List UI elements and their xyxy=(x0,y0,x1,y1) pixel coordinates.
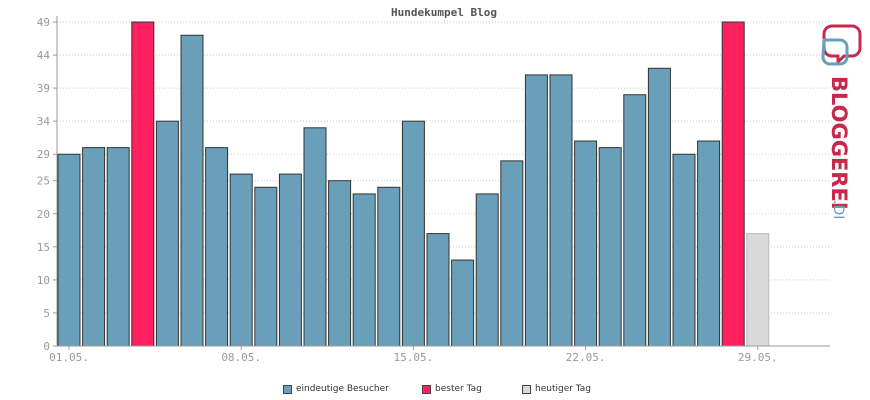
x-tick-label: 15.05. xyxy=(394,351,434,364)
bar-day-20 xyxy=(524,74,548,347)
chart-title: Hundekumpel Blog xyxy=(391,6,497,19)
x-tick-label: 29.05. xyxy=(738,351,778,364)
y-tick-label: 49 xyxy=(37,16,50,29)
y-tick-label: 5 xyxy=(43,307,50,320)
y-tick-label: 34 xyxy=(37,115,51,128)
bar-day-25 xyxy=(647,67,671,347)
bar-day-13 xyxy=(352,193,376,347)
bar-day-21 xyxy=(549,74,573,347)
logo-text-suffix: .DE xyxy=(830,200,846,218)
bar-day-23 xyxy=(598,147,622,347)
legend-label-today: heutiger Tag xyxy=(535,384,592,394)
x-tick-labels: 01.05. 08.05. 15.05. 22.05. 29.05. xyxy=(49,346,778,364)
y-tick-label: 10 xyxy=(37,274,50,287)
bar-day-2 xyxy=(82,147,106,347)
bar-day-12 xyxy=(328,180,352,347)
bar-day-19 xyxy=(500,160,524,347)
bars xyxy=(57,21,770,347)
bar-day-24 xyxy=(623,94,647,347)
legend-label-best-day: bester Tag xyxy=(435,384,482,394)
bar-day-18 xyxy=(475,193,499,347)
bar-day-6 xyxy=(180,34,204,347)
bar-day-8 xyxy=(229,173,253,347)
y-tick-label: 15 xyxy=(37,241,50,254)
x-tick-label: 08.05. xyxy=(221,351,261,364)
logo-wordmark: BLOGGEREI .DE xyxy=(827,76,851,224)
bar-day-27 xyxy=(697,140,721,347)
bar-day-1 xyxy=(57,153,81,347)
legend-swatch-today xyxy=(522,384,531,394)
legend-swatch-visitors xyxy=(283,384,292,394)
bloggerei-logo[interactable]: BLOGGEREI .DE xyxy=(810,18,866,224)
y-tick-label: 0 xyxy=(43,340,50,353)
x-tick-label: 22.05. xyxy=(566,351,606,364)
bar-day-15 xyxy=(401,120,425,347)
bar-day-22 xyxy=(574,140,598,347)
logo-text-main: BLOGGEREI xyxy=(827,76,851,210)
bar-day-17 xyxy=(451,259,475,347)
y-tick-labels: 0 5 10 15 20 25 29 34 39 44 49 xyxy=(37,16,51,353)
bar-day-5 xyxy=(155,120,179,347)
legend-item-best-day: bester Tag xyxy=(422,384,482,394)
legend-label-visitors: eindeutige Besucher xyxy=(296,384,389,394)
chart-legend: eindeutige Besucher bester Tag heutiger … xyxy=(0,384,870,398)
bar-day-11 xyxy=(303,127,327,347)
legend-swatch-best-day xyxy=(422,384,431,394)
bar-day-9 xyxy=(254,186,278,347)
axes xyxy=(53,16,830,347)
y-tick-label: 29 xyxy=(37,148,50,161)
y-tick-label: 44 xyxy=(37,49,51,62)
bar-day-16 xyxy=(426,233,450,347)
bar-day-29 xyxy=(746,233,770,347)
speech-bubbles-icon xyxy=(821,24,862,66)
legend-item-today: heutiger Tag xyxy=(522,384,591,394)
grid-lines xyxy=(53,21,830,347)
bar-day-4 xyxy=(131,21,155,347)
y-tick-label: 39 xyxy=(37,82,50,95)
x-tick-label: 01.05. xyxy=(49,351,89,364)
bar-day-14 xyxy=(377,186,401,347)
y-tick-label: 25 xyxy=(37,175,50,188)
bar-day-3 xyxy=(106,147,130,347)
bar-day-7 xyxy=(205,147,229,347)
bar-day-28 xyxy=(721,21,745,347)
y-tick-label: 20 xyxy=(37,208,50,221)
legend-item-visitors: eindeutige Besucher xyxy=(283,384,389,394)
bar-day-26 xyxy=(672,153,696,347)
bar-day-10 xyxy=(278,173,302,347)
